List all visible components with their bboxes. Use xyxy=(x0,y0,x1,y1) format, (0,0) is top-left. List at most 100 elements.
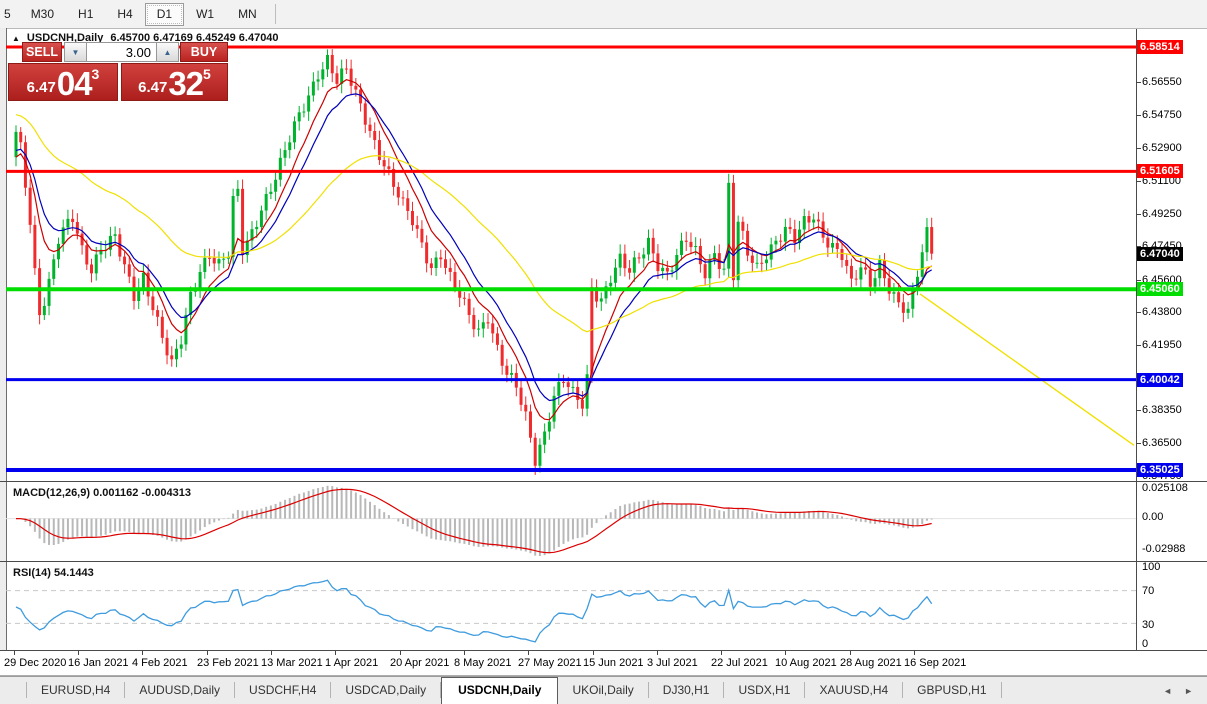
date-tick-mark xyxy=(207,651,208,655)
buy-price-main: 32 xyxy=(168,65,204,102)
price-tick-label: 6.54750 xyxy=(1142,108,1182,121)
chart-tab-gbpusd[interactable]: GBPUSD,H1 xyxy=(903,682,1002,698)
price-tick-mark xyxy=(1136,345,1141,347)
rsi-label: RSI(14) 54.1443 xyxy=(13,567,94,579)
price-axis-border xyxy=(1136,29,1137,651)
date-tick-mark xyxy=(271,651,272,655)
pane-separator[interactable] xyxy=(0,481,1207,482)
date-tick-mark xyxy=(142,651,143,655)
price-line-badge: 6.58514 xyxy=(1137,40,1183,54)
timeframe-button-w1[interactable]: W1 xyxy=(196,7,215,21)
rsi-axis-label: 100 xyxy=(1142,561,1161,573)
buy-price-prefix: 6.47 xyxy=(138,79,168,96)
tab-scroll-right-icon[interactable]: ► xyxy=(1184,685,1193,696)
chart-tab-eurusd[interactable]: EURUSD,H4 xyxy=(27,682,126,698)
price-tick-label: 6.43800 xyxy=(1142,305,1182,318)
macd-pane-canvas[interactable] xyxy=(6,483,1136,560)
chart-tab-audusd[interactable]: AUDUSD,Daily xyxy=(125,682,236,698)
chart-header: ▲ USDCNH,Daily 6.45700 6.47169 6.45249 6… xyxy=(12,32,279,44)
date-tick-label: 23 Feb 2021 xyxy=(197,657,259,669)
price-tick-label: 6.36500 xyxy=(1142,437,1182,450)
macd-label: MACD(12,26,9) 0.001162 -0.004313 xyxy=(13,487,191,499)
pane-separator xyxy=(0,650,1207,651)
date-tick-mark xyxy=(721,651,722,655)
date-tick-mark xyxy=(400,651,401,655)
date-tick-mark xyxy=(335,651,336,655)
buy-price-pip: 5 xyxy=(203,66,211,82)
tab-list: EURUSD,H4 AUDUSD,Daily USDCHF,H4 USDCAD,Dai… xyxy=(27,677,1002,704)
price-line-badge: 6.45060 xyxy=(1137,282,1183,297)
date-tick-label: 3 Jul 2021 xyxy=(647,657,698,669)
date-tick-mark xyxy=(850,651,851,655)
sell-price-display[interactable]: 6.47 04 3 xyxy=(8,63,118,101)
sell-button[interactable]: SELL xyxy=(22,42,62,62)
price-tick-mark xyxy=(1136,213,1141,215)
date-tick-mark xyxy=(78,651,79,655)
arrow-up-icon: ▲ xyxy=(163,47,172,57)
date-tick-label: 13 Mar 2021 xyxy=(261,657,323,669)
date-tick-label: 22 Jul 2021 xyxy=(711,657,768,669)
chart-tab-usdchf[interactable]: USDCHF,H4 xyxy=(235,682,332,698)
date-tick-label: 16 Jan 2021 xyxy=(68,657,129,669)
rsi-axis-label: 30 xyxy=(1142,619,1155,631)
sell-price-prefix: 6.47 xyxy=(26,79,56,96)
volume-decrease-button[interactable]: ▼ xyxy=(64,42,87,62)
date-axis[interactable]: 29 Dec 2020 16 Jan 2021 4 Feb 2021 23 Feb 2… xyxy=(0,651,1207,675)
price-tick-mark xyxy=(1136,279,1141,281)
macd-axis-label: 0.00 xyxy=(1142,511,1164,523)
price-tick-label: 6.49250 xyxy=(1142,207,1182,220)
date-tick-label: 1 Apr 2021 xyxy=(325,657,379,669)
price-tick-mark xyxy=(1136,82,1141,84)
date-tick-label: 4 Feb 2021 xyxy=(132,657,188,669)
sell-price-pip: 3 xyxy=(91,66,100,82)
date-tick-label: 20 Apr 2021 xyxy=(390,657,450,669)
date-tick-mark xyxy=(785,651,786,655)
tab-scroll-left-icon[interactable]: ◄ xyxy=(1163,685,1173,696)
buy-price-display[interactable]: 6.47 32 5 xyxy=(120,63,228,102)
price-tick-mark xyxy=(1136,180,1141,182)
toolbar-separator xyxy=(274,4,276,24)
date-tick-mark xyxy=(464,651,465,655)
price-tick-mark xyxy=(1136,311,1141,313)
chart-tab-usdcad[interactable]: USDCAD,Daily xyxy=(331,682,442,698)
price-tick-mark xyxy=(1136,114,1141,116)
arrow-down-icon: ▼ xyxy=(71,47,80,57)
pane-separator[interactable] xyxy=(0,561,1207,562)
buy-button[interactable]: BUY xyxy=(180,42,228,62)
date-tick-label: 10 Aug 2021 xyxy=(775,657,837,669)
collapse-arrow-icon[interactable]: ▲ xyxy=(12,33,20,43)
macd-axis-label: -0.02988 xyxy=(1142,543,1186,555)
chart-tab-ukoil[interactable]: UKOil,Daily xyxy=(558,682,649,698)
rsi-pane-canvas[interactable] xyxy=(6,562,1136,650)
left-gutter xyxy=(0,28,7,650)
chart-tab-usdx[interactable]: USDX,H1 xyxy=(724,682,806,698)
rsi-axis-label: 0 xyxy=(1142,638,1149,650)
chart-ohlc-values: 6.45700 6.47169 6.45249 6.47040 xyxy=(110,32,279,44)
chart-tab-xauusd[interactable]: XAUUSD,H4 xyxy=(805,682,904,698)
date-tick-mark xyxy=(914,651,915,655)
price-tick-label: 6.52900 xyxy=(1142,142,1182,155)
tab-bar-spacer xyxy=(0,682,27,698)
date-tick-label: 8 May 2021 xyxy=(454,657,512,669)
price-tick-label: 6.41950 xyxy=(1142,339,1182,352)
timeframe-button-h1[interactable]: H1 xyxy=(78,7,94,21)
chart-tab-bar: EURUSD,H4 AUDUSD,Daily USDCHF,H4 USDCAD,Dai… xyxy=(0,676,1207,704)
volume-input[interactable] xyxy=(87,42,156,62)
volume-increase-button[interactable]: ▲ xyxy=(156,42,179,62)
timeframe-button-mn[interactable]: MN xyxy=(238,7,257,21)
timeframe-button-5[interactable]: 5 xyxy=(4,7,11,21)
date-tick-mark xyxy=(657,651,658,655)
price-tick-mark xyxy=(1136,148,1141,150)
price-line-badge: 6.51605 xyxy=(1137,164,1183,179)
chart-tab-usdcnh[interactable]: USDCNH,Daily xyxy=(441,677,559,704)
chart-tab-dj30[interactable]: DJ30,H1 xyxy=(649,682,725,698)
timeframe-button-d1[interactable]: D1 xyxy=(144,3,185,26)
date-tick-label: 16 Sep 2021 xyxy=(904,657,967,669)
timeframe-button-m30[interactable]: M30 xyxy=(30,7,55,21)
date-tick-mark xyxy=(528,651,529,655)
date-axis-border xyxy=(0,675,1207,676)
timeframe-toolbar: 5 M30 H1 H4 D1 W1 MN xyxy=(0,0,1207,29)
date-tick-label: 28 Aug 2021 xyxy=(840,657,902,669)
timeframe-button-h4[interactable]: H4 xyxy=(117,7,133,21)
